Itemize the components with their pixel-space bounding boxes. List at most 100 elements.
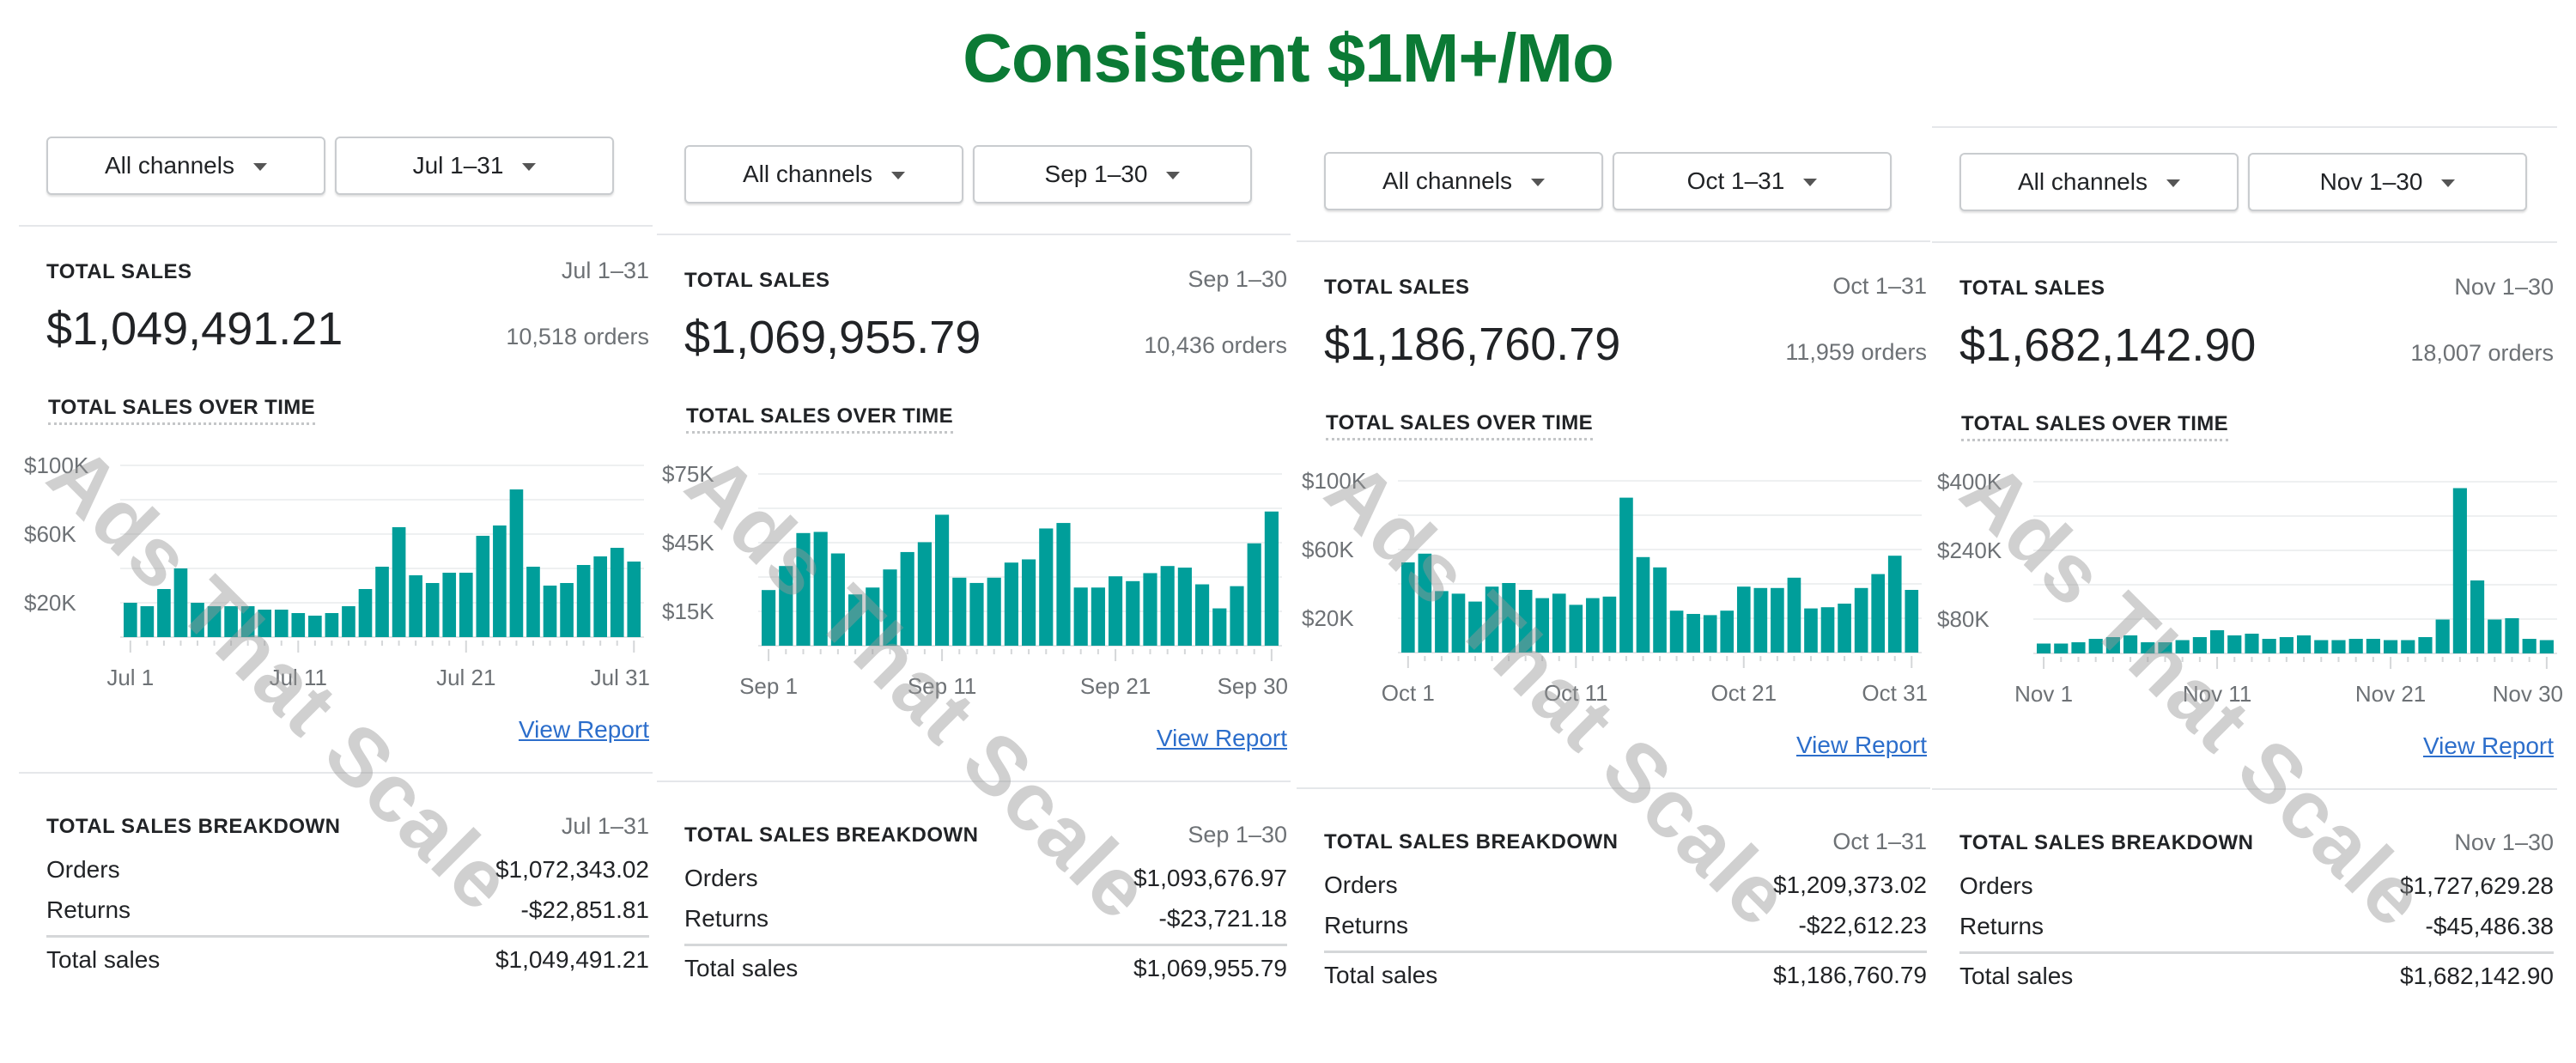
bar-day-8	[883, 569, 897, 646]
x-tick-label: Sep 1	[739, 673, 798, 699]
bar-day-12	[308, 616, 322, 637]
breakdown-divider	[1959, 951, 2554, 954]
bar-day-13	[325, 613, 339, 637]
bar-day-13	[1602, 596, 1617, 653]
bar-day-27	[1838, 604, 1851, 653]
divider	[1297, 787, 1930, 789]
bar-day-4	[1451, 593, 1466, 653]
view-report-link[interactable]: View Report	[2422, 732, 2554, 759]
bar-day-15	[2279, 637, 2293, 653]
channel-dropdown-label: All channels	[105, 152, 234, 179]
view-report-link[interactable]: View Report	[1795, 732, 1927, 758]
x-tick-label: Nov 1	[2014, 681, 2073, 707]
breakdown-returns-label: Returns	[1324, 912, 1409, 938]
bar-day-7	[1502, 583, 1516, 653]
total-sales-value: $1,186,760.79	[1324, 319, 1621, 370]
bar-day-3	[796, 532, 811, 646]
breakdown-range: Jul 1–31	[561, 813, 649, 839]
view-report-link[interactable]: View Report	[518, 716, 649, 743]
breakdown-total-label: Total sales	[1324, 962, 1438, 988]
bar-day-22	[1126, 580, 1140, 646]
total-sales-over-time-label[interactable]: TOTAL SALES OVER TIME	[686, 404, 954, 434]
total-sales-over-time-label[interactable]: TOTAL SALES OVER TIME	[1961, 412, 2229, 441]
divider	[1932, 788, 2557, 790]
bar-day-9	[258, 610, 272, 637]
divider	[657, 234, 1291, 235]
bar-day-23	[1771, 587, 1784, 653]
y-tick-label: $100K	[1302, 468, 1367, 494]
page-title: Consistent $1M+/Mo	[963, 20, 1614, 96]
bar-day-6	[207, 606, 222, 637]
breakdown-orders-label: Orders	[684, 865, 758, 891]
channel-dropdown[interactable]: All channels	[46, 137, 325, 195]
bar-day-2	[1418, 553, 1432, 653]
view-report-link[interactable]: View Report	[1156, 725, 1287, 751]
caret-down-icon	[522, 163, 537, 171]
caret-down-icon	[252, 163, 267, 171]
bar-day-19	[425, 583, 440, 637]
date-range-dropdown[interactable]: Oct 1–31	[1613, 152, 1892, 210]
bar-day-25	[1804, 608, 1818, 653]
bar-day-22	[476, 536, 490, 637]
total-sales-value: $1,049,491.21	[46, 303, 343, 355]
bar-day-10	[2192, 637, 2207, 653]
bar-day-12	[2227, 635, 2242, 653]
breakdown-total-label: Total sales	[1959, 963, 2074, 989]
breakdown-orders-label: Orders	[1324, 872, 1398, 898]
total-sales-over-time-label[interactable]: TOTAL SALES OVER TIME	[48, 396, 316, 425]
bar-day-9	[2175, 640, 2190, 653]
bar-day-7	[866, 587, 880, 646]
bar-day-11	[935, 514, 950, 646]
breakdown-label: TOTAL SALES BREAKDOWN	[1959, 831, 2254, 854]
divider	[19, 225, 653, 227]
date-range-dropdown[interactable]: Nov 1–30	[2248, 153, 2527, 211]
bar-day-4	[813, 532, 828, 646]
sales-panel-sep: All channels Sep 1–30 TOTAL SALES Sep 1–…	[657, 145, 1291, 1055]
breakdown-orders-label: Orders	[1959, 872, 2033, 899]
channel-dropdown[interactable]: All channels	[684, 145, 963, 203]
breakdown-returns-label: Returns	[684, 905, 769, 932]
channel-dropdown[interactable]: All channels	[1959, 153, 2239, 211]
bar-day-3	[2071, 642, 2086, 653]
y-tick-label: $240K	[1937, 538, 2002, 563]
breakdown-label: TOTAL SALES BREAKDOWN	[684, 823, 979, 847]
total-sales-value: $1,682,142.90	[1959, 319, 2257, 371]
bar-day-6	[1485, 586, 1499, 653]
bar-day-14	[2262, 639, 2276, 653]
bar-day-30	[610, 548, 624, 637]
bar-day-30	[1264, 511, 1279, 646]
bar-day-25	[1177, 568, 1192, 646]
bar-day-26	[2470, 580, 2485, 653]
x-tick-label: Jul 31	[591, 665, 650, 690]
x-tick-label: Sep 11	[908, 673, 976, 699]
channel-dropdown[interactable]: All channels	[1324, 152, 1603, 210]
bar-day-5	[1468, 601, 1482, 653]
bar-day-30	[1887, 556, 1902, 653]
total-sales-range: Oct 1–31	[1832, 273, 1927, 299]
breakdown-divider	[46, 935, 649, 938]
y-tick-label: $100K	[24, 453, 89, 478]
bar-day-22	[1753, 587, 1768, 653]
bar-day-1	[2037, 643, 2051, 653]
date-range-dropdown-label: Nov 1–30	[2319, 168, 2423, 195]
y-tick-label: $400K	[1937, 469, 2002, 495]
total-sales-over-time-label[interactable]: TOTAL SALES OVER TIME	[1326, 411, 1594, 440]
bar-day-8	[1518, 590, 1533, 653]
bar-day-31	[627, 562, 641, 637]
x-tick-label: Sep 30	[1218, 673, 1288, 699]
date-range-dropdown[interactable]: Jul 1–31	[335, 137, 614, 195]
orders-count: 18,007 orders	[2410, 340, 2554, 366]
caret-down-icon	[1803, 179, 1818, 186]
bar-day-1	[762, 590, 776, 646]
bar-day-5	[830, 553, 845, 646]
y-tick-label: $45K	[662, 530, 714, 556]
date-range-dropdown[interactable]: Sep 1–30	[973, 145, 1252, 203]
bar-day-18	[1056, 523, 1071, 646]
bar-day-11	[2210, 630, 2225, 653]
y-tick-label: $80K	[1937, 606, 1990, 632]
bar-day-28	[2505, 618, 2519, 653]
bar-day-8	[2158, 642, 2172, 653]
bar-day-2	[2054, 643, 2069, 653]
bar-day-18	[2331, 640, 2346, 653]
y-tick-label: $60K	[1302, 537, 1354, 562]
